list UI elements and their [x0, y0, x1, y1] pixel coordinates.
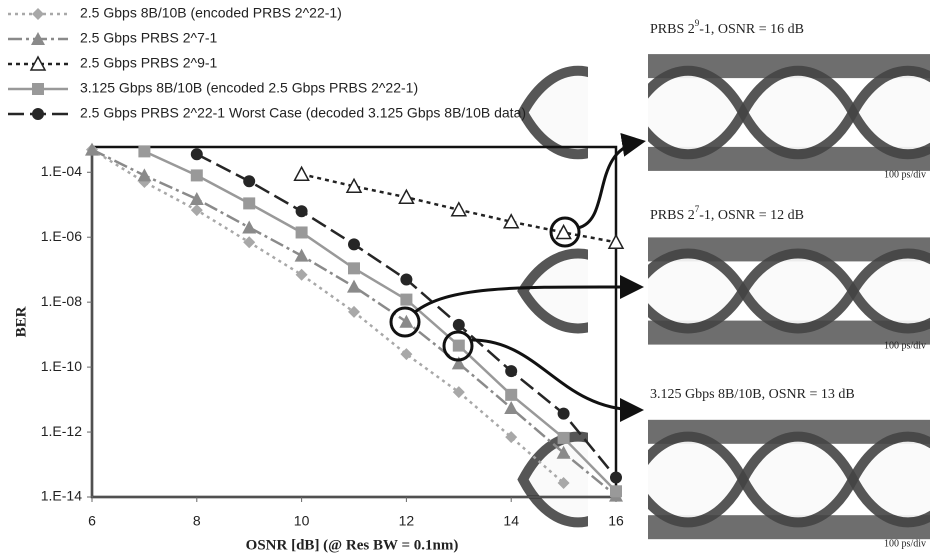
- point: [557, 225, 571, 238]
- title-text: 3.125 Gbps 8B/10B, OSNR = 13 dB: [650, 387, 855, 402]
- figure: PRBS 29-1, OSNR = 16 dB 100 ps/div PRBS 27…: [0, 0, 930, 554]
- legend-label: 2.5 Gbps PRBS 2^7-1: [80, 30, 218, 46]
- legend-label: 2.5 Gbps PRBS 2^22-1 Worst Case (decoded…: [80, 105, 526, 121]
- point: [453, 340, 465, 352]
- point: [400, 273, 412, 285]
- point: [399, 315, 413, 328]
- x-tick-label: 12: [399, 513, 415, 529]
- legend-marker: [32, 108, 44, 120]
- point: [295, 167, 309, 180]
- point: [558, 432, 570, 444]
- inset-scale: 100 ps/div: [884, 538, 926, 549]
- inset-title: 3.125 Gbps 8B/10B, OSNR = 13 dB: [650, 387, 855, 402]
- legend-label: 3.125 Gbps 8B/10B (encoded 2.5 Gbps PRBS…: [80, 80, 418, 96]
- legend-marker: [32, 83, 44, 95]
- point: [191, 169, 203, 181]
- eye-trace: [743, 71, 853, 155]
- series: [295, 167, 623, 248]
- point: [453, 319, 465, 331]
- series-line: [92, 150, 616, 496]
- legend-marker: [32, 8, 44, 20]
- point: [610, 471, 622, 483]
- point: [137, 168, 151, 181]
- inset-scale: 100 ps/div: [884, 169, 926, 180]
- point: [243, 236, 255, 248]
- legend-label: 2.5 Gbps PRBS 2^9-1: [80, 55, 218, 71]
- point: [190, 192, 204, 205]
- x-tick-label: 10: [294, 513, 310, 529]
- point: [348, 262, 360, 274]
- point: [505, 431, 517, 443]
- point: [505, 365, 517, 377]
- y-tick-label: 1.E-08: [41, 293, 82, 309]
- title-text: -1, OSNR = 16 dB: [699, 22, 804, 37]
- series-line: [92, 150, 564, 483]
- x-tick-label: 14: [503, 513, 519, 529]
- x-tick-label: 8: [193, 513, 201, 529]
- point: [400, 348, 412, 360]
- inset-title: PRBS 29-1, OSNR = 16 dB: [650, 18, 804, 37]
- point: [399, 190, 413, 203]
- inset-title: PRBS 27-1, OSNR = 12 dB: [650, 204, 804, 223]
- y-tick-label: 1.E-14: [41, 488, 82, 504]
- point: [505, 389, 517, 401]
- point: [348, 238, 360, 250]
- point: [452, 203, 466, 216]
- x-axis-title: OSNR [dB] (@ Res BW = 0.1nm): [246, 537, 459, 553]
- point: [243, 197, 255, 209]
- y-tick-label: 1.E-10: [41, 358, 82, 374]
- point: [558, 408, 570, 420]
- eye-trace: [743, 254, 853, 329]
- legend: 2.5 Gbps 8B/10B (encoded PRBS 2^22-1) 2.5…: [8, 5, 526, 121]
- eye-trace: [633, 254, 743, 329]
- point: [191, 204, 203, 216]
- title-text: PRBS 2: [650, 22, 695, 37]
- point: [191, 148, 203, 160]
- eye-trace: [633, 437, 743, 523]
- y-tick-label: 1.E-04: [41, 163, 82, 179]
- legend-label: 2.5 Gbps 8B/10B (encoded PRBS 2^22-1): [80, 5, 342, 21]
- series: [86, 144, 570, 489]
- y-axis-title: BER: [13, 306, 29, 337]
- eye-trace: [743, 437, 853, 523]
- inset-scale: 100 ps/div: [884, 340, 926, 351]
- x-tick-label: 6: [88, 513, 96, 529]
- plot-frame: [92, 147, 616, 497]
- point: [610, 485, 622, 497]
- point: [243, 175, 255, 187]
- y-tick-label: 1.E-12: [41, 423, 82, 439]
- point: [296, 269, 308, 281]
- y-tick-label: 1.E-06: [41, 228, 82, 244]
- point: [296, 226, 308, 238]
- point: [296, 205, 308, 217]
- point: [138, 145, 150, 157]
- title-text: -1, OSNR = 12 dB: [699, 208, 804, 223]
- eye-clip-left: [588, 38, 648, 187]
- point: [242, 220, 256, 233]
- title-text: PRBS 2: [650, 208, 695, 223]
- point: [400, 294, 412, 306]
- x-tick-label: 16: [608, 513, 624, 529]
- point: [347, 280, 361, 293]
- point: [295, 249, 309, 262]
- eye-trace: [633, 71, 743, 155]
